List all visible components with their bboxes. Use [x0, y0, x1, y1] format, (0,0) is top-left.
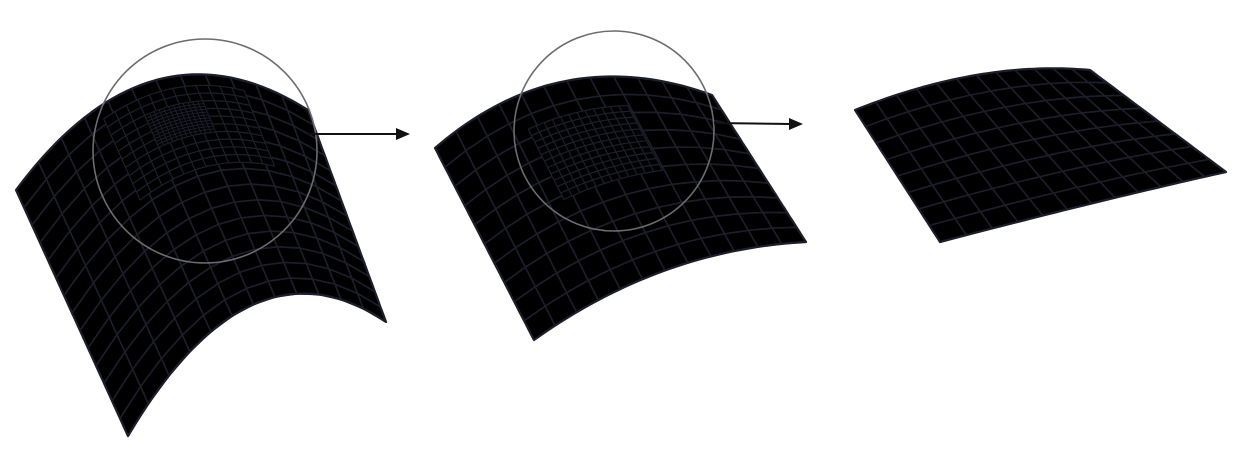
surface-stage-1 — [14, 73, 388, 438]
arrow-1 — [308, 128, 410, 140]
surface-stage-2 — [433, 75, 808, 342]
surface-outline — [853, 67, 1228, 244]
refined-cell — [650, 163, 663, 173]
zoom-lens-1 — [92, 38, 318, 264]
surface-outline — [433, 75, 808, 342]
zoom-lens-2 — [513, 30, 715, 232]
surface-stage-3 — [853, 67, 1228, 244]
arrow-2 — [713, 118, 803, 130]
surface-outline — [14, 73, 388, 438]
finest-cell — [209, 128, 217, 133]
refined-cell — [259, 155, 276, 167]
